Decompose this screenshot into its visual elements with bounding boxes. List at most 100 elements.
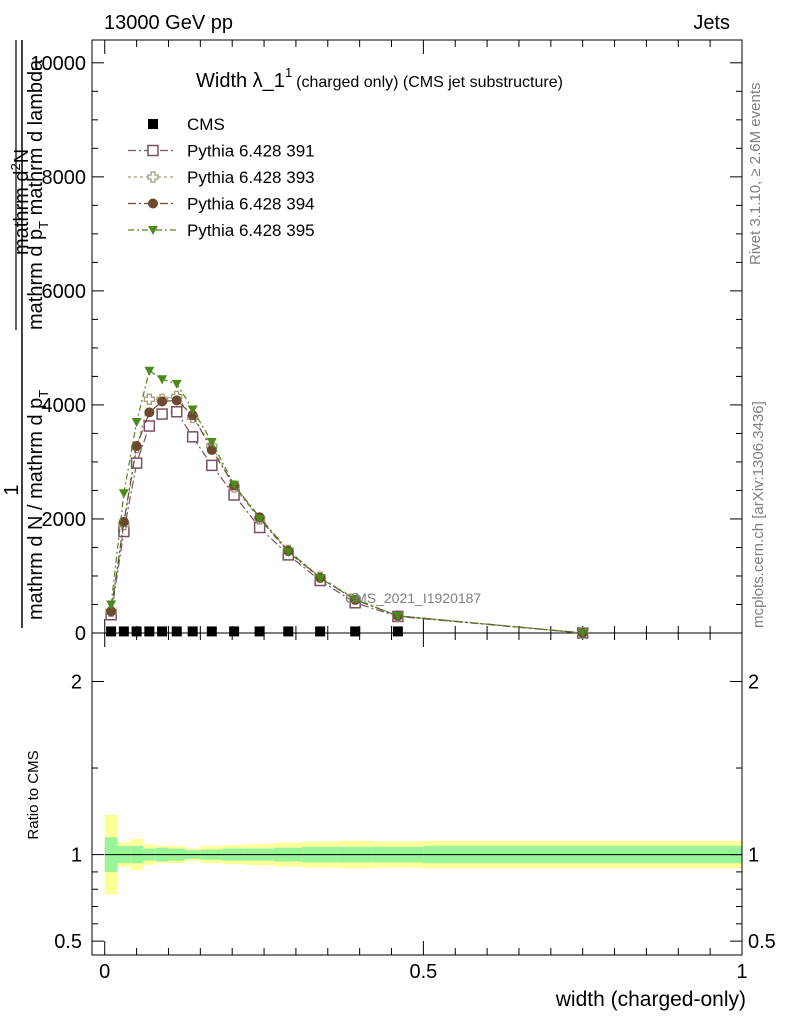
mcplots-label: mcplots.cern.ch [arXiv:1306.3436] <box>750 401 767 628</box>
cms-data-point <box>131 626 142 637</box>
cms-data-point <box>392 626 403 637</box>
main-y-tick-label: 8000 <box>42 167 87 189</box>
x-axis-label: width (charged-only) <box>555 988 746 1011</box>
y-label-inner-denominator-sub: T <box>36 221 51 229</box>
series-point <box>144 366 155 376</box>
legend-label: CMS <box>187 115 225 134</box>
legend: CMS Pythia 6.428 391 Pythia 6.428 393 Pythi… <box>128 115 315 240</box>
legend-marker <box>148 119 158 129</box>
y-label-inner-denominator-text: mathrm d p <box>25 229 47 330</box>
series-point <box>350 595 361 605</box>
ratio-y-tick-label: 2 <box>71 671 82 693</box>
y-label-inner-numerator-sup: 2 <box>8 163 23 170</box>
series-line <box>110 395 583 634</box>
series-point <box>130 457 143 469</box>
rivet-label: Rivet 3.1.10, ≥ 2.6M events <box>747 83 764 266</box>
legend-label: Pythia 6.428 395 <box>187 221 315 240</box>
x-tick-label: 1 <box>736 961 747 983</box>
analysis-watermark: CMS_2021_I1920187 <box>345 590 481 606</box>
plot-title: Width λ_11 (charged only) (CMS jet substr… <box>196 65 563 92</box>
legend-item: Pythia 6.428 395 <box>128 221 315 240</box>
legend-item: CMS <box>148 115 225 134</box>
y-label-inner-numerator-text: mathrm d <box>11 171 33 255</box>
ratio-y-tick-label: 0.5 <box>54 931 82 953</box>
main-y-tick-label: 4000 <box>42 395 87 417</box>
y-label-numerator: mathrm d N / mathrm d pT <box>25 390 51 620</box>
series-point <box>106 606 117 617</box>
y-label-inner-denominator-rest: mathrm d lambda <box>25 59 47 221</box>
series-point <box>392 611 403 621</box>
plot-title-main: Width λ_1 <box>196 70 285 92</box>
series-point <box>131 418 142 428</box>
series-point <box>118 489 129 499</box>
cms-data-point <box>283 626 294 637</box>
legend-marker <box>147 144 159 157</box>
series-point <box>144 407 155 418</box>
ratio-y-tick-label-right: 0.5 <box>748 931 776 953</box>
x-tick-label: 0.5 <box>409 961 437 983</box>
ratio-y-tick-label: 1 <box>71 845 82 867</box>
series-point <box>206 437 217 447</box>
series-point <box>171 406 183 418</box>
series-point <box>315 574 326 584</box>
cms-data-point <box>171 626 182 637</box>
main-y-tick-label: 10000 <box>30 53 86 75</box>
series-point <box>254 514 265 524</box>
cms-data-point <box>157 626 168 637</box>
y-label-inner-numerator-rest: N <box>11 149 33 163</box>
series-point <box>283 548 294 558</box>
legend-item: Pythia 6.428 391 <box>128 142 315 161</box>
header-left: 13000 GeV pp <box>104 12 233 34</box>
series-point <box>229 480 240 490</box>
series-point <box>206 459 218 472</box>
series-layer <box>105 366 589 639</box>
cms-data-point <box>144 626 155 637</box>
series-point <box>171 395 182 406</box>
plot-title-sub: (charged only) (CMS jet substructure) <box>296 74 563 91</box>
ratio-y-tick-label-right: 2 <box>748 671 759 693</box>
series-point <box>131 440 142 451</box>
y-label-inner-numerator: mathrm d2N <box>8 149 33 255</box>
y-label-numerator-text: mathrm d N / mathrm d p <box>25 398 47 620</box>
cms-data-point <box>206 626 217 637</box>
legend-marker <box>148 226 158 235</box>
series-point <box>577 629 588 638</box>
header-right: Jets <box>693 12 730 34</box>
cms-data-point <box>254 626 265 637</box>
ratio-plot-frame <box>91 632 743 956</box>
main-y-tick-label: 0 <box>75 623 86 645</box>
cms-data-point <box>315 626 326 637</box>
series-point <box>157 396 168 407</box>
legend-marker <box>147 171 159 183</box>
legend-label: Pythia 6.428 394 <box>187 195 315 214</box>
cms-data-point <box>350 626 361 637</box>
series-point <box>157 375 168 385</box>
main-y-tick-label: 2000 <box>42 509 87 531</box>
series-line <box>110 369 583 634</box>
series-point <box>186 431 199 443</box>
series-line <box>110 399 583 634</box>
series-point <box>106 600 117 610</box>
cms-data-point <box>106 626 117 637</box>
series-point <box>187 405 198 415</box>
series-cms <box>106 626 403 637</box>
cms-data-point <box>118 626 129 637</box>
legend-label: Pythia 6.428 393 <box>187 168 315 187</box>
series-point <box>143 393 156 405</box>
cms-data-point <box>187 626 198 637</box>
y-label-numerator-sub: T <box>36 390 51 398</box>
main-y-tick-label: 6000 <box>42 281 87 303</box>
legend-item: Pythia 6.428 393 <box>128 168 315 187</box>
legend-label: Pythia 6.428 391 <box>187 142 315 161</box>
main-y-axis-label: 1 mathrm d N / mathrm d pT mathrm d2N ma… <box>1 40 51 628</box>
ratio-y-axis-label: Ratio to CMS <box>25 750 42 839</box>
ratio-y-tick-label-right: 1 <box>748 845 759 867</box>
y-label-inner-denominator: mathrm d pT mathrm d lambda <box>25 59 51 330</box>
cms-data-point <box>229 626 240 637</box>
series-4 <box>106 366 588 638</box>
x-tick-label: 0 <box>99 961 110 983</box>
series-point <box>187 410 198 421</box>
legend-item: Pythia 6.428 394 <box>128 195 315 214</box>
